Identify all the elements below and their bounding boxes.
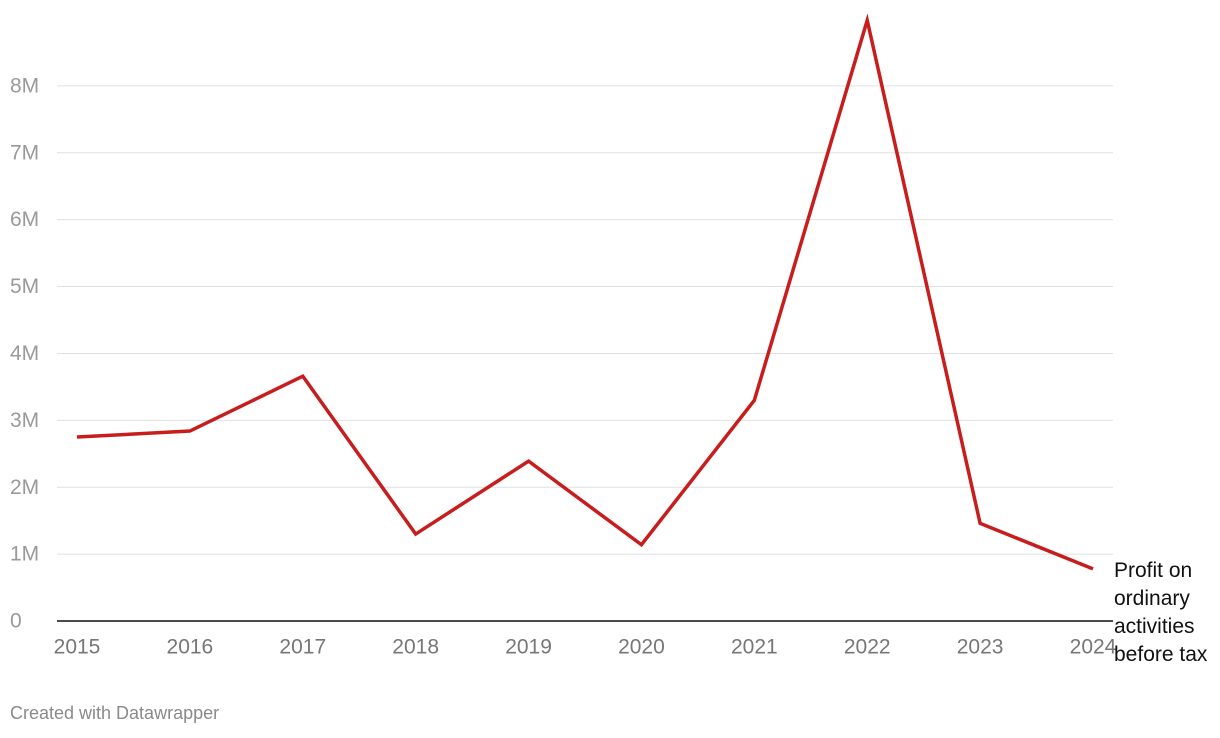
y-tick-label: 3M: [10, 409, 39, 432]
x-tick-label: 2017: [279, 636, 326, 659]
series-label: Profit on ordinary activities before tax: [1114, 559, 1208, 666]
x-tick-label: 2020: [618, 636, 665, 659]
y-tick-label: 0: [10, 610, 22, 633]
x-tick-label: 2019: [505, 636, 552, 659]
y-tick-label: 6M: [10, 208, 39, 231]
x-tick-label: 2023: [957, 636, 1004, 659]
x-tick-label: 2021: [731, 636, 778, 659]
x-tick-label: 2016: [167, 636, 214, 659]
y-tick-label: 5M: [10, 275, 39, 298]
y-tick-label: 7M: [10, 141, 39, 164]
y-tick-label: 4M: [10, 342, 39, 365]
footer: Created with Datawrapper: [10, 703, 220, 723]
series-line: [76, 13, 1094, 571]
x-tick-label: 2022: [844, 636, 891, 659]
x-tick-label: 2018: [392, 636, 439, 659]
y-tick-label: 2M: [10, 476, 39, 499]
y-tick-label: 1M: [10, 543, 39, 566]
y-tick-label: 8M: [10, 74, 39, 97]
x-tick-label: 2024: [1070, 636, 1117, 659]
x-tick-label: 2015: [54, 636, 101, 659]
